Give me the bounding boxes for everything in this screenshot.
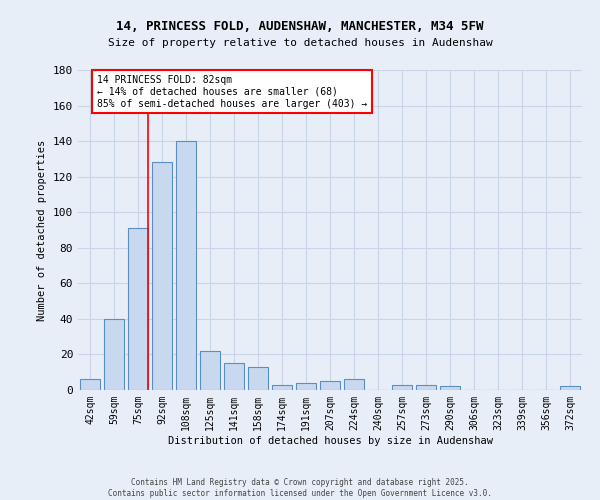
Bar (320, 381, 340, 390)
Bar (224, 364, 244, 390)
Bar (560, 386, 580, 390)
Bar (272, 384, 292, 390)
Bar (104, 319, 124, 390)
Text: 14 PRINCESS FOLD: 82sqm
← 14% of detached houses are smaller (68)
85% of semi-de: 14 PRINCESS FOLD: 82sqm ← 14% of detache… (97, 76, 367, 108)
Bar (248, 367, 268, 390)
Text: Size of property relative to detached houses in Audenshaw: Size of property relative to detached ho… (107, 38, 493, 48)
Bar (344, 380, 364, 390)
Y-axis label: Number of detached properties: Number of detached properties (37, 140, 47, 320)
Bar (176, 141, 196, 390)
X-axis label: Distribution of detached houses by size in Audenshaw: Distribution of detached houses by size … (167, 436, 493, 446)
Bar (128, 228, 148, 390)
Bar (392, 384, 412, 390)
Bar (296, 383, 316, 390)
Bar (152, 162, 172, 390)
Text: Contains HM Land Registry data © Crown copyright and database right 2025.
Contai: Contains HM Land Registry data © Crown c… (108, 478, 492, 498)
Bar (200, 351, 220, 390)
Bar (80, 380, 100, 390)
Bar (440, 386, 460, 390)
Bar (416, 384, 436, 390)
Text: 14, PRINCESS FOLD, AUDENSHAW, MANCHESTER, M34 5FW: 14, PRINCESS FOLD, AUDENSHAW, MANCHESTER… (116, 20, 484, 33)
